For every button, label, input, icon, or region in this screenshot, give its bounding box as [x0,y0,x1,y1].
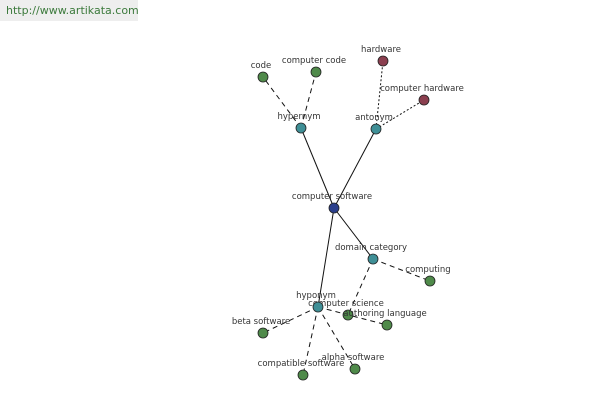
node-label: antonym [355,113,393,123]
node [381,319,393,331]
node-label: computing [405,265,450,275]
node [370,123,382,135]
node-label: authoring language [343,309,426,319]
edge [262,306,319,334]
edge [372,258,431,282]
node-label: computer software [292,192,372,202]
node [295,122,307,134]
node-label: beta software [232,317,290,327]
edge [347,258,374,316]
edge [375,99,425,130]
edge [300,127,335,209]
edge [317,207,335,308]
node [377,55,389,67]
node [312,301,324,313]
node-label: hypernym [277,112,320,122]
edge [333,207,374,260]
node-label: hardware [361,45,401,55]
edge [333,128,377,209]
node-label: domain category [335,243,407,253]
edge [317,306,388,326]
node-label: hyponym [296,291,336,301]
node-label: computer hardware [380,84,464,94]
edge [302,306,319,376]
node-label: compatible software [258,359,345,369]
node [424,275,436,287]
node-label: code [251,61,272,71]
node [297,369,309,381]
node [418,94,430,106]
node [257,71,269,83]
edge [262,76,302,129]
node-label: computer code [282,56,346,66]
node-label: alpha software [322,353,385,363]
node [328,202,340,214]
edge [317,306,356,370]
node [367,253,379,265]
node [349,363,361,375]
edge [375,60,384,130]
site-url[interactable]: http://www.artikata.com [0,0,139,21]
node-label: computer science [308,299,384,309]
node [310,66,322,78]
edge [300,71,317,129]
node [257,327,269,339]
node [342,309,354,321]
